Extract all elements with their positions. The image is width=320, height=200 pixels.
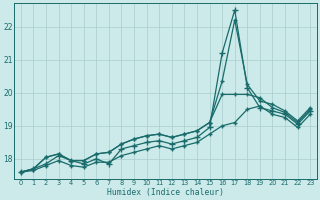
X-axis label: Humidex (Indice chaleur): Humidex (Indice chaleur) [107,188,224,197]
